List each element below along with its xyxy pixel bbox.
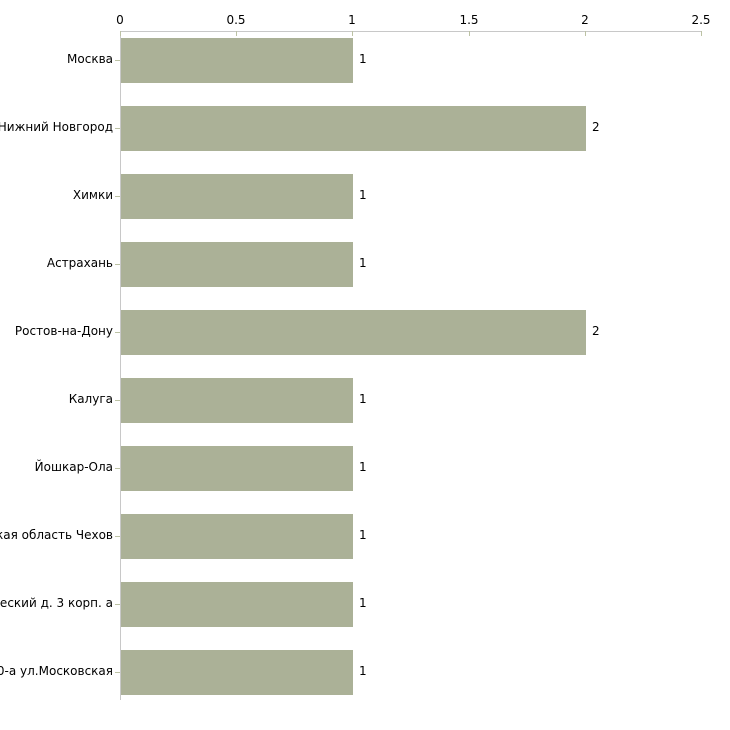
value-label: 1 [359, 596, 367, 610]
category-label: вская область Чехов [0, 528, 113, 542]
category-tick [115, 468, 120, 469]
x-axis-tick [585, 31, 586, 36]
category-tick [115, 60, 120, 61]
category-label: Йошкар-Ола [34, 460, 113, 474]
value-label: 1 [359, 528, 367, 542]
value-label: 1 [359, 52, 367, 66]
x-axis-tick-label: 1 [348, 13, 356, 27]
y-axis-line [120, 31, 121, 700]
x-axis-tick [701, 31, 702, 36]
category-label: Калуга [68, 392, 113, 406]
bar [121, 310, 586, 355]
x-axis-tick-label: 2.5 [691, 13, 711, 27]
x-axis-tick-label: 2 [581, 13, 589, 27]
category-label: . 10-а ул.Московская [0, 664, 113, 678]
category-tick [115, 264, 120, 265]
category-label: Ростов-на-Дону [14, 324, 113, 338]
bar [121, 582, 353, 627]
x-axis-tick-label: 0.5 [226, 13, 246, 27]
bar [121, 514, 353, 559]
value-label: 1 [359, 188, 367, 202]
bar [121, 242, 353, 287]
bar [121, 38, 353, 83]
category-label: Астрахань [46, 256, 113, 270]
category-tick [115, 128, 120, 129]
value-label: 1 [359, 392, 367, 406]
x-axis-tick [120, 31, 121, 36]
x-axis-tick [352, 31, 353, 36]
category-tick [115, 332, 120, 333]
x-axis-line [120, 31, 702, 32]
bar [121, 650, 353, 695]
value-label: 1 [359, 664, 367, 678]
bar [121, 174, 353, 219]
x-axis-tick [236, 31, 237, 36]
bar [121, 378, 353, 423]
x-axis-tick-label: 1.5 [459, 13, 479, 27]
x-axis-tick-label: 0 [116, 13, 124, 27]
category-tick [115, 672, 120, 673]
category-label: ический д. 3 корп. а [0, 596, 113, 610]
category-tick [115, 400, 120, 401]
bar [121, 106, 586, 151]
category-label: Нижний Новгород [0, 120, 113, 134]
value-label: 1 [359, 460, 367, 474]
x-axis-tick [469, 31, 470, 36]
category-label: Химки [72, 188, 113, 202]
category-tick [115, 536, 120, 537]
value-label: 2 [592, 120, 600, 134]
category-tick [115, 196, 120, 197]
category-tick [115, 604, 120, 605]
bar [121, 446, 353, 491]
category-label: Москва [67, 52, 113, 66]
value-label: 2 [592, 324, 600, 338]
value-label: 1 [359, 256, 367, 270]
